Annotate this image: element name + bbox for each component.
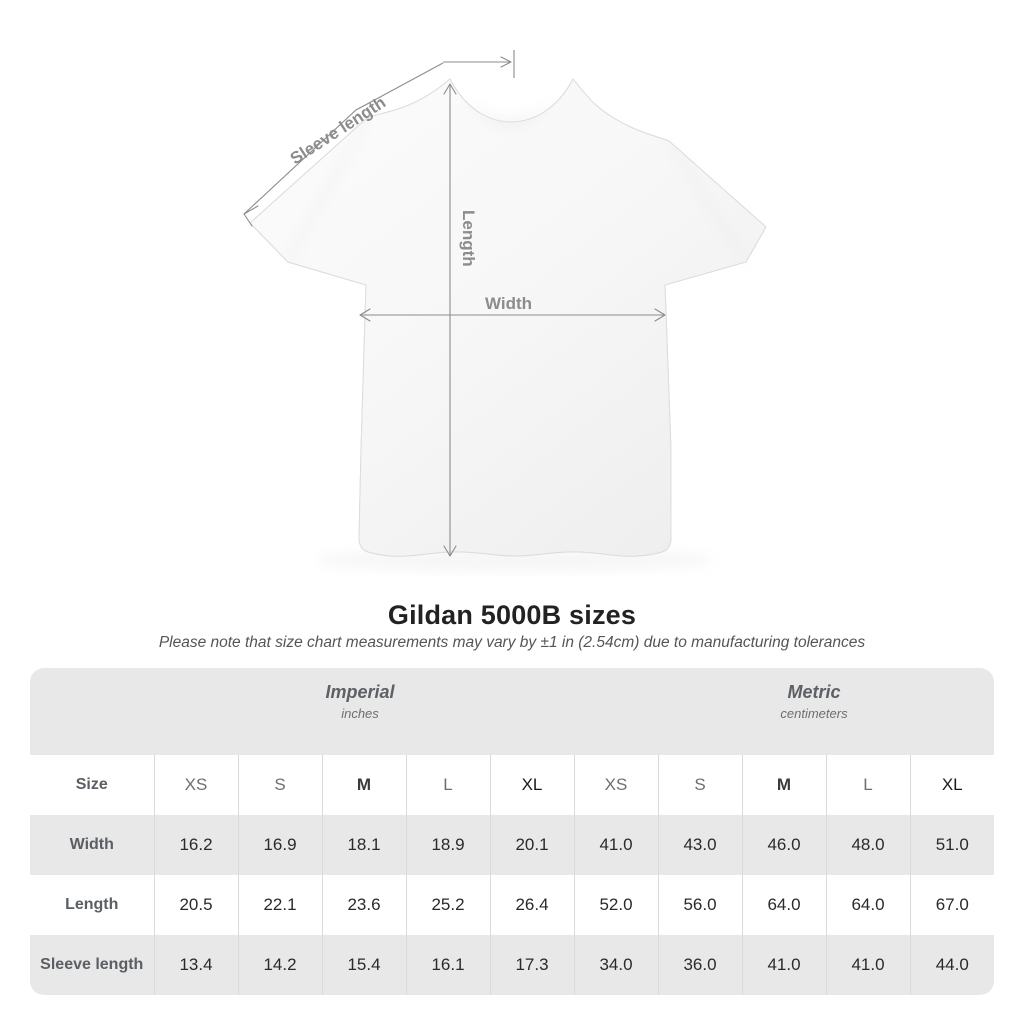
svg-text:Length: Length (459, 210, 478, 267)
svg-text:Width: Width (485, 294, 532, 313)
